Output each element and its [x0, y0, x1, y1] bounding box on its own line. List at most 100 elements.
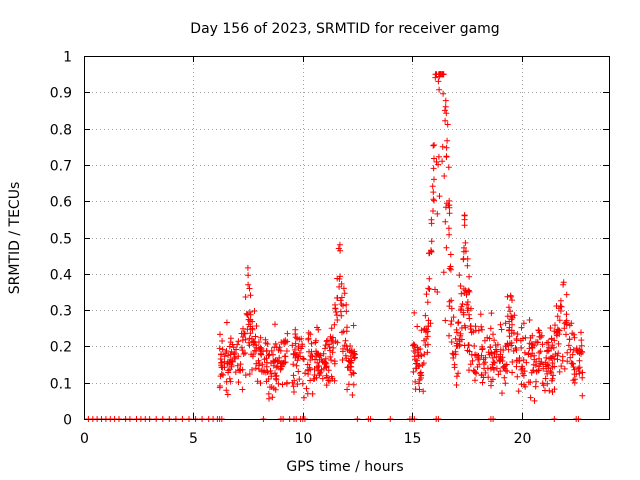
data-point [502, 343, 509, 350]
data-point [268, 373, 275, 380]
data-point [329, 334, 336, 341]
data-point [510, 348, 517, 354]
data-point [429, 183, 436, 190]
data-point [250, 351, 257, 358]
data-point [530, 367, 536, 374]
data-point [234, 362, 241, 369]
data-point [505, 304, 512, 311]
x-tick-label: 10 [295, 431, 313, 447]
data-point [430, 208, 436, 214]
data-point [326, 341, 332, 348]
data-point [490, 359, 497, 366]
data-point [542, 359, 549, 366]
data-point [296, 376, 303, 383]
data-point [218, 371, 225, 378]
data-point [450, 314, 457, 321]
x-tick-labels: 0 5 10 15 20 [80, 431, 531, 447]
data-point [253, 342, 259, 349]
data-point [242, 350, 249, 356]
data-point [574, 348, 581, 355]
data-point [440, 71, 447, 78]
chart-title: Day 156 of 2023, SRMTID for receiver gam… [190, 21, 499, 37]
data-point [247, 292, 254, 299]
data-point [224, 360, 231, 367]
data-point [537, 334, 544, 341]
data-point [461, 212, 468, 219]
data-point [291, 377, 298, 384]
data-point [480, 374, 487, 381]
data-point [436, 86, 443, 93]
data-point [448, 318, 455, 324]
data-point [478, 352, 485, 359]
data-point [333, 309, 339, 315]
y-tick-labels: 0 0.1 0.2 0.3 0.4 0.5 0.6 0.7 0.8 0.9 1 [50, 50, 72, 429]
data-point [447, 251, 454, 258]
data-point [295, 368, 302, 375]
data-point [272, 370, 278, 377]
data-point [443, 244, 450, 251]
data-point [533, 368, 540, 375]
data-point [551, 328, 558, 335]
data-point [447, 266, 454, 273]
data-point [304, 390, 311, 397]
data-point [502, 380, 509, 387]
data-point [339, 357, 346, 363]
data-point [216, 345, 223, 352]
data-point [245, 272, 252, 279]
data-point [307, 331, 314, 338]
data-point [337, 247, 344, 254]
data-point [259, 361, 266, 368]
data-point [447, 321, 454, 328]
data-point [456, 343, 463, 349]
data-point [423, 326, 430, 333]
data-point [282, 359, 289, 366]
data-point [561, 320, 568, 327]
data-point [507, 292, 514, 299]
data-point [445, 225, 452, 232]
data-point [499, 390, 505, 397]
data-point [434, 289, 441, 295]
data-point [307, 377, 314, 384]
data-point [283, 380, 290, 387]
data-point [294, 381, 301, 388]
data-point [468, 329, 475, 336]
data-point [480, 356, 487, 363]
data-point [513, 363, 520, 370]
data-point [291, 389, 297, 395]
data-point [443, 144, 450, 151]
data-point [431, 155, 437, 162]
data-point [279, 381, 286, 388]
data-point [445, 164, 452, 171]
data-point [534, 339, 541, 346]
data-point [566, 336, 573, 343]
data-point [557, 303, 564, 310]
data-point [299, 341, 306, 348]
data-point [260, 348, 266, 355]
data-point [444, 121, 451, 128]
y-tick-label: 0.3 [50, 304, 72, 320]
data-point [500, 364, 507, 371]
data-point [231, 350, 238, 357]
data-point [442, 317, 449, 324]
y-tick-label: 0.9 [50, 86, 72, 102]
data-point [290, 383, 297, 390]
data-point [464, 255, 471, 262]
data-point [305, 329, 312, 336]
data-point [255, 345, 262, 352]
data-point [303, 385, 310, 392]
data-point [563, 311, 570, 318]
data-point [430, 165, 437, 172]
data-point [457, 330, 464, 337]
data-point [308, 340, 315, 347]
data-point [272, 386, 279, 393]
data-point [243, 310, 250, 317]
data-point [244, 264, 251, 271]
data-point [246, 285, 253, 292]
data-point [548, 369, 555, 376]
data-point [304, 361, 311, 368]
data-point [442, 97, 449, 104]
data-point [490, 366, 497, 373]
data-point [457, 283, 464, 289]
data-point [240, 325, 246, 332]
